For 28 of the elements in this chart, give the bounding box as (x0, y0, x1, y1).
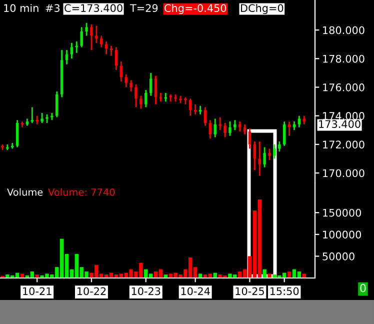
x-tick-label: 10-23 (132, 287, 160, 296)
x-tick-label: 10-22 (77, 287, 106, 296)
y-tick-label: 150000 (323, 208, 362, 217)
annotation: Chg=-0.450 (164, 4, 226, 14)
y-tick-label: 180.000 (323, 26, 364, 34)
bar (35, 274, 39, 278)
y-tick-label: 176.000 (323, 83, 364, 92)
x-tick-label: 10-24 (181, 287, 210, 296)
bar (262, 269, 266, 278)
y-tick-label: 178.000 (323, 54, 364, 63)
text: 0 (360, 284, 366, 292)
y-tick-label: 170.000 (323, 169, 364, 178)
x-tick-label: 15:50 (270, 287, 299, 296)
text: 173.400 (319, 120, 360, 128)
x-tick-label: 10-21 (23, 287, 52, 296)
annotation: Volume: 7740 (48, 188, 115, 196)
y-tick-label: 100000 (323, 230, 362, 239)
annotation: DChg=0 (241, 4, 284, 14)
annotation: T=29 (130, 4, 158, 12)
y-tick-label: 50000 (322, 252, 354, 260)
annotation: 10 min (4, 4, 38, 12)
annotation: Volume (7, 188, 43, 196)
y-tick-label: 174.000 (323, 112, 364, 120)
annotation: C=173.400 (64, 4, 122, 12)
x-tick-label: 10-25 (236, 287, 264, 296)
annotation: #3 (46, 4, 60, 12)
y-tick-label: 172.000 (323, 140, 364, 149)
bar (268, 274, 272, 278)
